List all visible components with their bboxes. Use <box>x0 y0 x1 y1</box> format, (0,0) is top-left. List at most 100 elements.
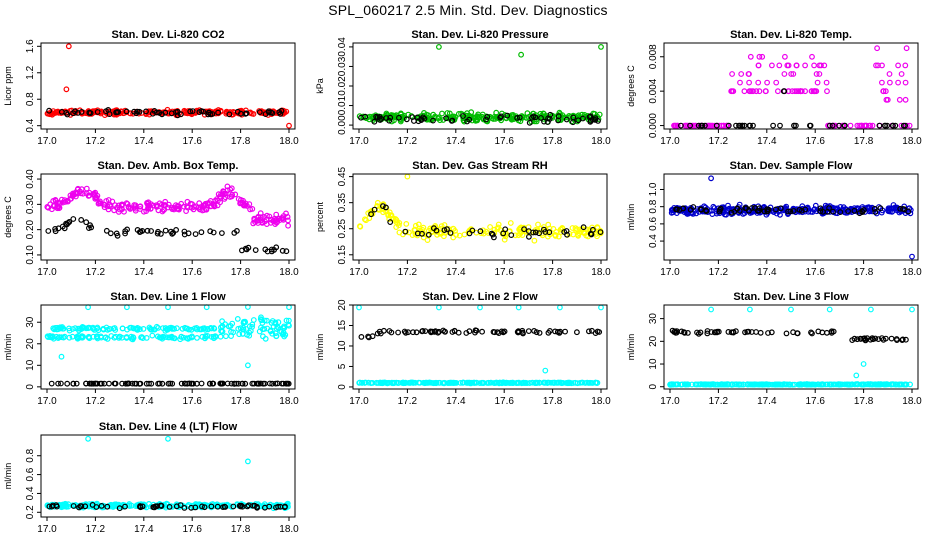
data-point <box>899 337 906 344</box>
data-point <box>842 122 848 129</box>
data-point <box>123 334 130 340</box>
data-point <box>453 380 460 386</box>
data-point <box>774 381 780 388</box>
data-point <box>765 381 772 388</box>
data-point <box>542 380 548 386</box>
data-point <box>166 325 173 332</box>
data-point <box>387 219 394 226</box>
data-point <box>282 380 289 387</box>
data-point <box>533 380 539 386</box>
data-point <box>267 219 274 226</box>
data-point <box>869 122 876 129</box>
data-point <box>192 502 199 508</box>
data-point <box>63 109 70 116</box>
data-point <box>807 122 813 129</box>
data-point <box>449 117 456 124</box>
x-tick-label: 18.0 <box>279 267 299 278</box>
data-point <box>788 306 794 313</box>
y-axis-label: percent <box>315 201 325 232</box>
data-point <box>254 503 260 510</box>
data-point <box>395 329 402 336</box>
data-point <box>163 334 170 341</box>
x-tick-label: 17.4 <box>446 136 466 147</box>
data-point <box>383 204 389 211</box>
data-point <box>201 504 208 511</box>
data-point <box>85 333 92 340</box>
data-point <box>224 183 231 190</box>
data-point <box>487 379 494 386</box>
data-point <box>254 380 261 387</box>
y-axis-label: kPa <box>315 78 325 94</box>
data-point <box>711 329 718 336</box>
data-point <box>122 230 128 237</box>
data-point <box>802 206 809 213</box>
data-point <box>103 227 110 234</box>
chart-pressure: Stan. Dev. Li-820 Pressure kPa 17.0 17.2 17.… <box>315 29 611 147</box>
data-point <box>744 381 751 388</box>
data-point <box>698 122 705 129</box>
data-point <box>404 173 411 180</box>
data-point <box>419 230 425 237</box>
data-point <box>83 380 89 387</box>
data-point <box>507 113 513 120</box>
data-point <box>165 435 171 442</box>
x-tick-label: 17.2 <box>86 267 106 278</box>
y-axis-label: degrees C <box>626 65 636 107</box>
data-point <box>162 198 169 205</box>
data-point <box>154 230 161 237</box>
data-point <box>535 221 541 228</box>
data-point <box>201 325 208 332</box>
data-point <box>266 109 272 116</box>
data-point <box>137 206 144 212</box>
data-point <box>143 108 149 115</box>
data-point <box>776 381 783 388</box>
data-point <box>414 114 421 121</box>
data-point <box>808 208 814 215</box>
data-point <box>491 226 498 233</box>
data-point <box>94 333 101 340</box>
data-point <box>143 335 150 341</box>
data-point <box>412 222 419 229</box>
data-point <box>491 234 497 241</box>
data-point <box>378 115 385 122</box>
data-point <box>264 248 271 255</box>
data-point <box>252 247 259 254</box>
data-point <box>450 226 457 232</box>
data-point <box>494 113 501 120</box>
x-tick-label: 17.8 <box>231 136 251 147</box>
data-point <box>87 110 94 116</box>
data-point <box>592 116 599 123</box>
data-point <box>381 327 387 334</box>
data-point <box>596 230 603 237</box>
data-point <box>552 328 558 335</box>
data-point <box>406 229 412 236</box>
data-point <box>181 505 188 511</box>
data-point <box>698 206 704 213</box>
data-point <box>128 335 135 342</box>
data-point <box>208 503 215 510</box>
data-point <box>518 51 524 58</box>
data-point <box>194 335 200 341</box>
data-point <box>63 86 70 93</box>
data-point <box>695 381 702 388</box>
data-point <box>356 379 363 386</box>
y-tick-label: 0.4 <box>25 486 36 500</box>
data-point <box>526 380 533 386</box>
data-point <box>756 88 763 95</box>
data-point <box>671 122 677 129</box>
data-point <box>586 328 592 335</box>
data-point <box>768 329 775 336</box>
data-point <box>678 122 684 129</box>
data-point <box>202 333 209 339</box>
data-point <box>266 380 273 387</box>
x-tick-label: 17.6 <box>182 396 202 407</box>
y-tick-label: 0.4 <box>25 118 36 132</box>
data-point <box>138 334 145 341</box>
x-tick-label: 17.4 <box>757 136 777 147</box>
data-point <box>769 62 775 69</box>
data-point <box>428 329 435 336</box>
data-point <box>208 203 215 210</box>
data-point <box>285 222 292 229</box>
data-point <box>148 380 155 387</box>
data-point <box>107 230 114 237</box>
